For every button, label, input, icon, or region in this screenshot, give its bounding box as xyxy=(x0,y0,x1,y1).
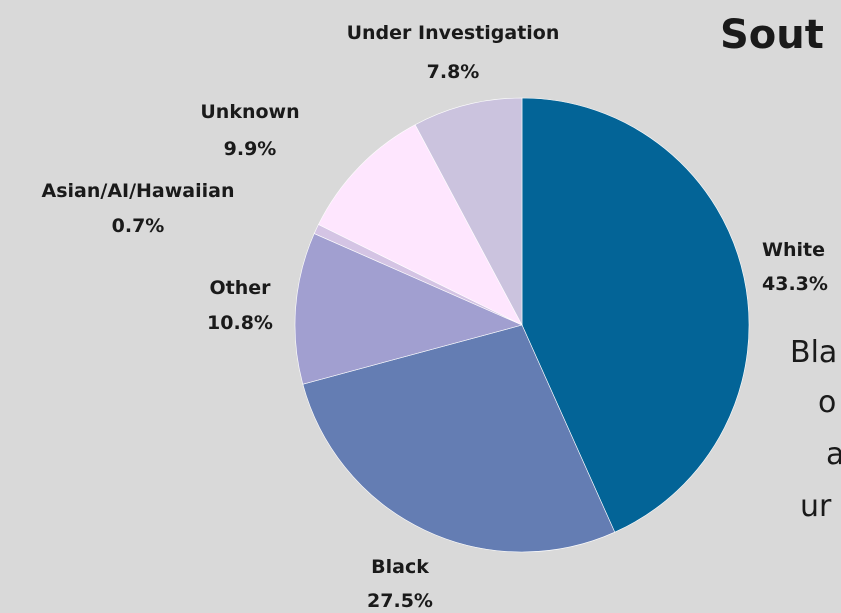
body-text-line-1: Bla xyxy=(790,335,837,370)
pie-slice-unknown xyxy=(318,124,523,326)
pie-slice-under-investigation xyxy=(414,97,523,326)
label-black-name: Black xyxy=(371,556,429,578)
label-under-investigation-value: 7.8% xyxy=(427,61,480,83)
pie-slice-other xyxy=(294,233,523,385)
label-asian: Asian/AI/Hawaiian 0.7% xyxy=(42,180,235,237)
chart-title: Sout xyxy=(720,12,824,58)
label-other-name: Other xyxy=(209,277,271,299)
pie-slice-white xyxy=(521,97,750,533)
label-white: White 43.3% xyxy=(762,239,828,295)
body-text-line-2: o xyxy=(818,385,836,420)
body-text-line-4: ur xyxy=(800,489,832,524)
label-under-investigation: Under Investigation 7.8% xyxy=(347,22,560,83)
label-other-value: 10.8% xyxy=(207,312,273,334)
label-asian-value: 0.7% xyxy=(112,215,165,237)
pie-slices xyxy=(294,97,750,553)
label-white-value: 43.3% xyxy=(762,273,828,295)
label-unknown-name: Unknown xyxy=(200,101,299,123)
label-asian-name: Asian/AI/Hawaiian xyxy=(42,180,235,202)
label-unknown-value: 9.9% xyxy=(224,138,277,160)
label-black-value: 27.5% xyxy=(367,590,433,612)
label-unknown: Unknown 9.9% xyxy=(200,101,299,160)
pie-slice-black xyxy=(302,324,616,553)
label-white-name: White xyxy=(762,239,825,261)
body-text-line-3: a xyxy=(826,437,841,472)
label-black: Black 27.5% xyxy=(367,556,433,612)
label-under-investigation-name: Under Investigation xyxy=(347,22,560,44)
label-other: Other 10.8% xyxy=(207,277,273,334)
